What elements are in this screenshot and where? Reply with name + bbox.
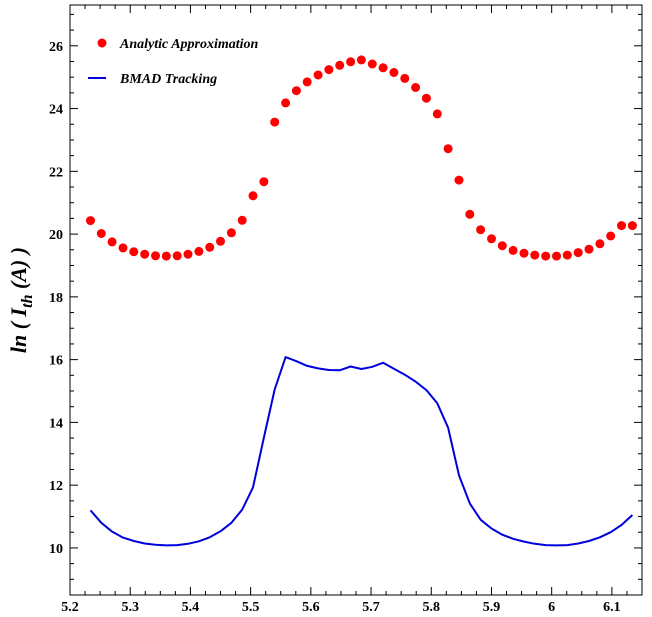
x-tick-label: 5.5 bbox=[242, 600, 260, 615]
data-point-analytic bbox=[432, 109, 442, 119]
data-point-analytic bbox=[291, 86, 301, 96]
data-point-analytic bbox=[584, 244, 594, 254]
data-point-analytic bbox=[573, 248, 583, 258]
data-point-analytic bbox=[86, 216, 95, 226]
x-tick-label: 5.2 bbox=[61, 600, 79, 615]
data-point-analytic bbox=[107, 237, 117, 247]
y-tick-label: 12 bbox=[49, 479, 63, 494]
x-tick-label: 5.6 bbox=[302, 600, 320, 615]
y-tick-label: 26 bbox=[49, 40, 63, 55]
data-point-analytic bbox=[335, 60, 345, 70]
data-point-analytic bbox=[454, 175, 464, 185]
data-point-analytic bbox=[248, 191, 258, 201]
data-point-analytic bbox=[140, 249, 150, 259]
y-tick-label: 14 bbox=[49, 416, 63, 431]
data-point-analytic bbox=[205, 242, 215, 252]
x-tick-label: 5.9 bbox=[483, 600, 501, 615]
data-point-analytic bbox=[487, 234, 496, 244]
series-line-bmad-tracking bbox=[89, 356, 634, 547]
data-point-analytic bbox=[183, 249, 193, 259]
data-point-analytic bbox=[270, 117, 280, 127]
y-tick-label: 18 bbox=[49, 291, 63, 306]
data-point-analytic bbox=[476, 225, 486, 235]
x-tick-label: 5.3 bbox=[121, 600, 139, 615]
legend-label-analytic: Analytic Approximation bbox=[119, 37, 259, 52]
axis-ticks bbox=[69, 5, 643, 595]
y-axis-title-sub: th bbox=[19, 294, 36, 307]
data-point-analytic bbox=[508, 245, 518, 255]
y-tick-label: 20 bbox=[49, 228, 63, 243]
data-point-analytic bbox=[161, 251, 171, 261]
data-point-analytic bbox=[497, 241, 507, 251]
data-point-analytic bbox=[216, 236, 225, 246]
x-tick-label: 6 bbox=[548, 600, 555, 615]
data-point-analytic bbox=[606, 231, 616, 241]
data-point-analytic bbox=[356, 55, 366, 65]
data-point-analytic bbox=[443, 144, 453, 154]
data-point-analytic bbox=[627, 221, 637, 231]
data-point-analytic bbox=[389, 68, 399, 77]
data-point-analytic bbox=[118, 243, 128, 253]
data-point-analytic bbox=[172, 251, 182, 261]
data-point-analytic bbox=[237, 215, 247, 225]
y-axis-title: ln ( Ith (A) ) bbox=[6, 247, 36, 353]
data-point-analytic bbox=[465, 209, 475, 219]
data-point-analytic bbox=[411, 83, 421, 92]
y-axis-title-tail: (A) ) bbox=[6, 247, 31, 295]
series-markers-group bbox=[86, 55, 637, 261]
data-point-analytic bbox=[530, 250, 540, 260]
legend-label-bmad: BMAD Tracking bbox=[119, 72, 217, 87]
y-tick-label: 24 bbox=[49, 103, 63, 118]
y-tick-labels: 10 12 14 16 18 20 22 24 26 bbox=[49, 40, 63, 557]
data-point-analytic bbox=[562, 250, 572, 260]
data-point-analytic bbox=[129, 247, 139, 257]
plot-frame bbox=[69, 4, 643, 596]
data-point-analytic bbox=[421, 93, 431, 103]
data-point-analytic bbox=[313, 70, 323, 80]
data-point-analytic bbox=[519, 248, 529, 258]
x-tick-label: 6.1 bbox=[603, 600, 621, 615]
data-point-analytic bbox=[617, 221, 626, 231]
legend-marker-analytic bbox=[97, 38, 107, 48]
y-axis-title-main: ln ( I bbox=[6, 306, 31, 353]
x-tick-label: 5.4 bbox=[182, 600, 200, 615]
y-tick-label: 10 bbox=[49, 542, 63, 557]
x-tick-label: 5.8 bbox=[423, 600, 441, 615]
y-tick-label: 16 bbox=[49, 354, 63, 369]
data-point-analytic bbox=[400, 73, 410, 83]
data-point-analytic bbox=[226, 228, 236, 238]
data-point-analytic bbox=[194, 246, 204, 256]
y-tick-label: 22 bbox=[49, 165, 63, 180]
data-point-analytic bbox=[151, 251, 160, 261]
data-point-analytic bbox=[346, 57, 356, 67]
series-line-group bbox=[89, 356, 634, 547]
data-point-analytic bbox=[302, 77, 312, 87]
data-point-analytic bbox=[541, 251, 551, 261]
data-point-analytic bbox=[367, 59, 377, 69]
data-point-analytic bbox=[96, 229, 106, 238]
data-point-analytic bbox=[378, 63, 388, 73]
data-point-analytic bbox=[281, 98, 291, 108]
legend: Analytic Approximation BMAD Tracking bbox=[88, 37, 259, 87]
data-point-analytic bbox=[595, 239, 605, 249]
x-tick-label: 5.7 bbox=[362, 600, 380, 615]
data-point-analytic bbox=[259, 177, 269, 187]
x-tick-labels: 5.2 5.3 5.4 5.5 5.6 5.7 5.8 5.9 6 6.1 bbox=[61, 600, 620, 615]
data-point-analytic bbox=[324, 65, 334, 75]
data-point-analytic bbox=[552, 251, 561, 261]
